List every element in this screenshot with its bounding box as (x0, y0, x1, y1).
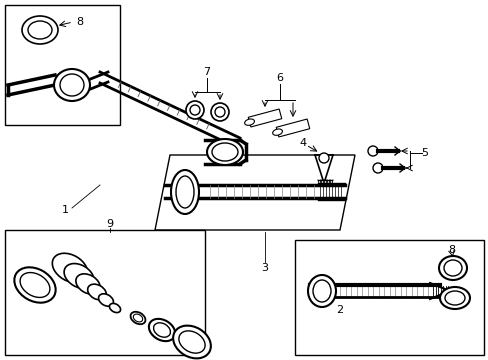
Text: 8: 8 (447, 245, 455, 255)
Ellipse shape (109, 303, 121, 312)
Bar (5, 5, 120, 125)
Text: 5: 5 (421, 148, 427, 158)
Ellipse shape (28, 21, 52, 39)
Ellipse shape (87, 284, 106, 300)
Circle shape (190, 105, 200, 115)
Ellipse shape (443, 260, 461, 276)
Ellipse shape (438, 256, 466, 280)
Ellipse shape (272, 129, 282, 135)
Text: 1: 1 (61, 205, 68, 215)
Ellipse shape (130, 312, 145, 324)
Ellipse shape (54, 69, 90, 101)
Ellipse shape (444, 291, 464, 305)
Circle shape (215, 107, 224, 117)
Polygon shape (155, 155, 354, 230)
Text: 7: 7 (203, 67, 210, 77)
Text: 9: 9 (106, 219, 113, 229)
Circle shape (372, 163, 382, 173)
Polygon shape (248, 109, 281, 127)
Ellipse shape (171, 170, 199, 214)
Ellipse shape (60, 74, 84, 96)
Ellipse shape (206, 139, 243, 165)
Ellipse shape (20, 273, 50, 297)
Polygon shape (276, 119, 309, 137)
Ellipse shape (99, 294, 113, 306)
Ellipse shape (244, 119, 254, 125)
Text: 3: 3 (261, 263, 268, 273)
Ellipse shape (312, 280, 330, 302)
Text: 4: 4 (299, 138, 306, 148)
Ellipse shape (153, 323, 170, 337)
Ellipse shape (176, 176, 194, 208)
Ellipse shape (22, 16, 58, 44)
Ellipse shape (133, 314, 142, 322)
Bar (5, 230, 204, 355)
Circle shape (367, 146, 377, 156)
Circle shape (185, 101, 203, 119)
Ellipse shape (212, 143, 238, 161)
Text: 2: 2 (336, 305, 343, 315)
Ellipse shape (439, 287, 469, 309)
Ellipse shape (179, 331, 204, 353)
Text: 8: 8 (76, 17, 83, 27)
Text: 6: 6 (276, 73, 283, 83)
Ellipse shape (148, 319, 175, 341)
Ellipse shape (64, 264, 94, 288)
Ellipse shape (76, 274, 100, 294)
Ellipse shape (52, 253, 87, 283)
Circle shape (318, 153, 328, 163)
Ellipse shape (307, 275, 335, 307)
Circle shape (210, 103, 228, 121)
Ellipse shape (14, 267, 56, 303)
Ellipse shape (173, 325, 210, 359)
Bar (294, 240, 483, 355)
